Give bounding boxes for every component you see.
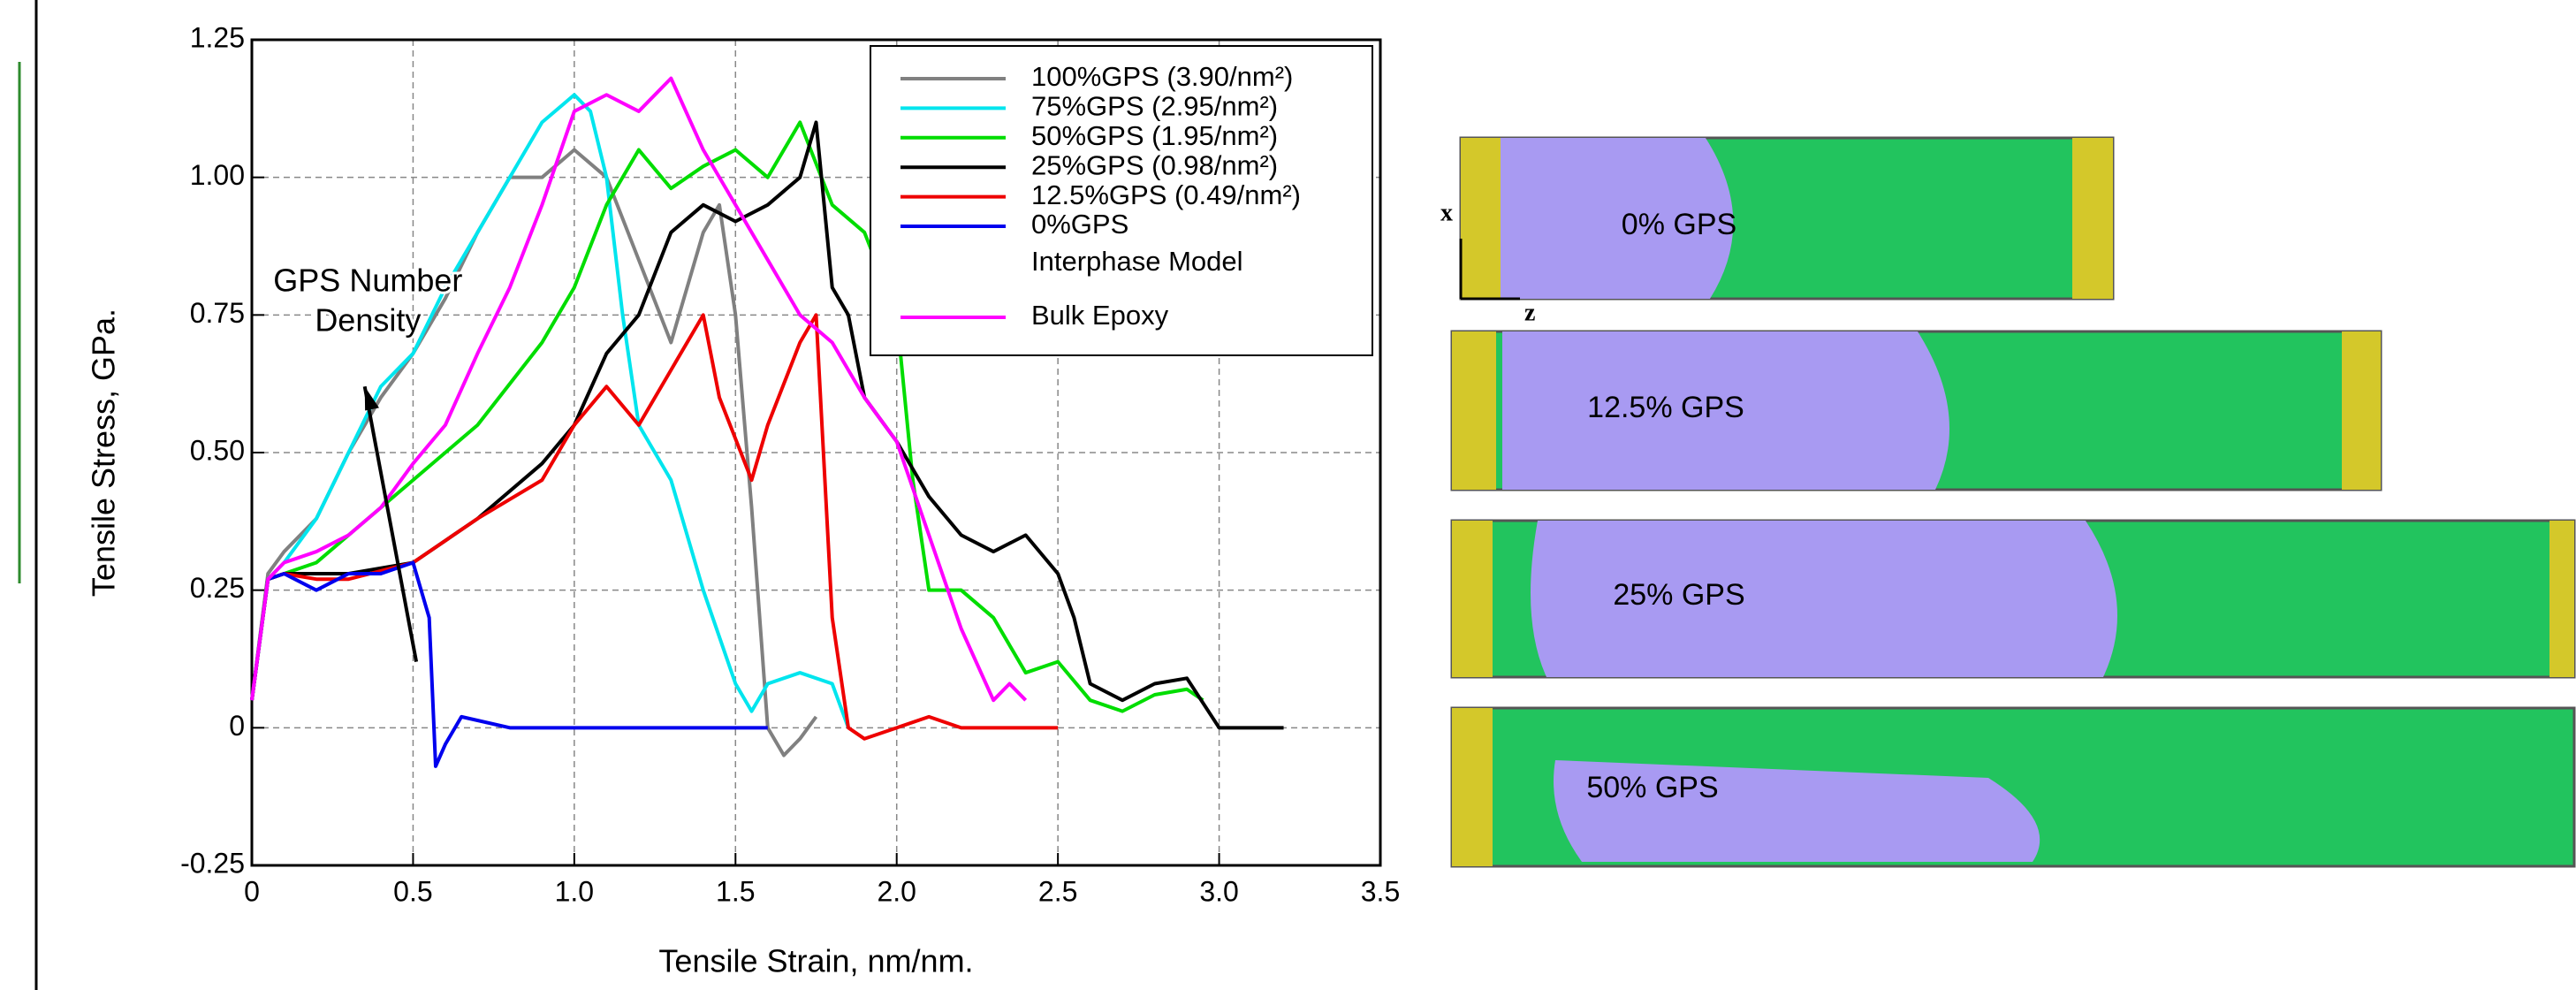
filler bbox=[2549, 521, 2574, 677]
series-line bbox=[250, 76, 1028, 703]
y-tick-label: 1.00 bbox=[190, 159, 245, 191]
x-tick-label: 1.0 bbox=[555, 875, 594, 907]
void bbox=[1554, 760, 2040, 862]
y-tick-label: 0 bbox=[229, 710, 245, 742]
x-tick-label: 2.0 bbox=[877, 875, 916, 907]
annotation: GPS Number bbox=[273, 263, 462, 299]
legend-label: 12.5%GPS (0.49/nm²) bbox=[1031, 179, 1301, 210]
void bbox=[1501, 138, 1734, 299]
annotation: Density bbox=[315, 302, 421, 339]
series-line bbox=[250, 560, 768, 768]
filler bbox=[2072, 138, 2113, 299]
y-tick-label: -0.25 bbox=[180, 847, 245, 879]
filler bbox=[1452, 331, 1496, 490]
x-tick-label: 3.0 bbox=[1199, 875, 1238, 907]
y-axis-label: Tensile Stress, GPa. bbox=[86, 308, 122, 597]
axis-label: z bbox=[1524, 299, 1535, 326]
x-tick-label: 1.5 bbox=[716, 875, 755, 907]
legend-note: Interphase Model bbox=[1031, 246, 1243, 277]
series-line bbox=[250, 120, 1204, 713]
panel-label: 50% GPS bbox=[1586, 771, 1718, 804]
panel-label: 0% GPS bbox=[1622, 208, 1736, 241]
panel-label: 12.5% GPS bbox=[1587, 391, 1744, 424]
x-tick-label: 3.5 bbox=[1361, 875, 1400, 907]
series-line bbox=[250, 93, 850, 729]
panel-label: 25% GPS bbox=[1613, 578, 1744, 612]
arrow-head bbox=[364, 386, 379, 411]
filler bbox=[2342, 331, 2381, 490]
filler bbox=[1452, 521, 1493, 677]
y-tick-label: 0.25 bbox=[190, 572, 245, 604]
y-tick-label: 0.50 bbox=[190, 434, 245, 466]
legend-label: 50%GPS (1.95/nm²) bbox=[1031, 120, 1278, 151]
plot-frame bbox=[250, 38, 1382, 867]
annotation-arrow bbox=[362, 385, 419, 662]
axis-label: x bbox=[1440, 199, 1453, 226]
simulation-panels: 0% GPS x z 12.5% GPS 25% GPS 50% GPS bbox=[1440, 136, 2576, 868]
legend-label: Bulk Epoxy bbox=[1031, 300, 1169, 331]
filler bbox=[1461, 138, 1501, 299]
legend-label: 25%GPS (0.98/nm²) bbox=[1031, 149, 1278, 180]
y-tick-label: 0.75 bbox=[190, 297, 245, 329]
filler bbox=[1452, 708, 1493, 866]
legend-label: 100%GPS (3.90/nm²) bbox=[1031, 61, 1293, 92]
x-tick-label: 0 bbox=[244, 875, 260, 907]
x-tick-label: 0.5 bbox=[393, 875, 432, 907]
series-line bbox=[250, 313, 1059, 741]
legend-label: 0%GPS bbox=[1031, 209, 1128, 240]
x-axis-label: Tensile Strain, nm/nm. bbox=[658, 943, 973, 979]
y-tick-label: 1.25 bbox=[190, 21, 245, 53]
void bbox=[1502, 331, 1949, 490]
void bbox=[1531, 521, 2117, 677]
legend-label: 75%GPS (2.95/nm²) bbox=[1031, 91, 1278, 122]
legend-box bbox=[870, 45, 1373, 356]
x-tick-label: 2.5 bbox=[1038, 875, 1077, 907]
